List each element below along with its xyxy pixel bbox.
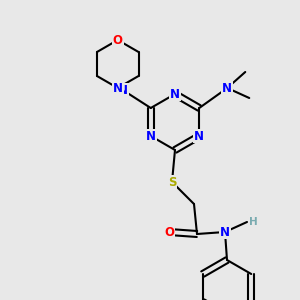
Text: N: N xyxy=(220,226,230,238)
Text: N: N xyxy=(146,130,156,142)
Text: N: N xyxy=(118,83,128,97)
Text: S: S xyxy=(168,176,176,188)
Text: N: N xyxy=(113,82,123,94)
Text: N: N xyxy=(222,82,232,94)
Text: H: H xyxy=(249,217,258,227)
Text: O: O xyxy=(113,34,123,46)
Text: N: N xyxy=(170,88,180,100)
Text: O: O xyxy=(164,226,174,238)
Text: N: N xyxy=(194,130,204,142)
